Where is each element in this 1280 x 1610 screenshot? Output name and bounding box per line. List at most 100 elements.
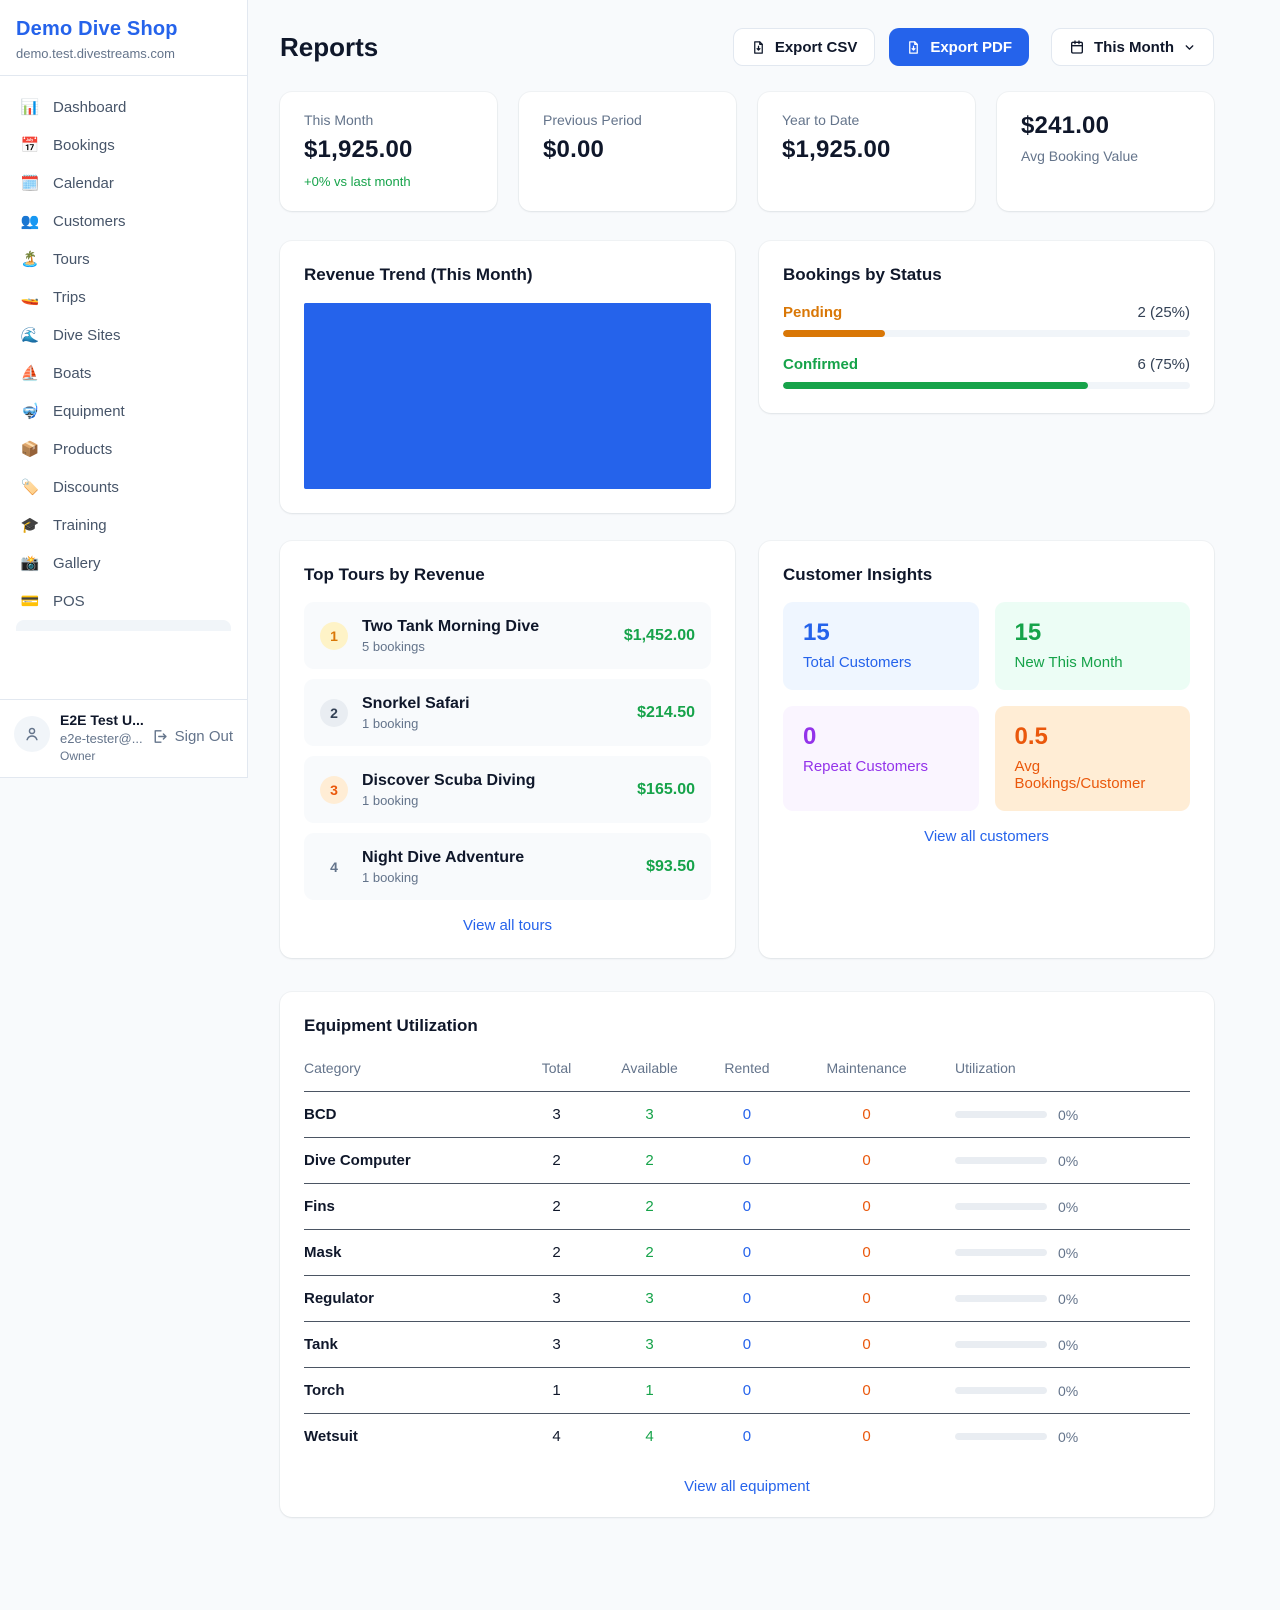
- customers-icon: 👥: [20, 213, 40, 230]
- tour-list: 1 Two Tank Morning Dive 5 bookings $1,45…: [304, 602, 711, 900]
- view-all-equipment-link[interactable]: View all equipment: [684, 1478, 810, 1495]
- tour-row: 4 Night Dive Adventure 1 booking $93.50: [304, 833, 711, 900]
- tour-amount: $165.00: [637, 780, 695, 798]
- cell-available: 1: [605, 1367, 694, 1414]
- cell-utilization: 0%: [933, 1367, 1190, 1414]
- export-csv-label: Export CSV: [774, 38, 858, 56]
- mid-row: Top Tours by Revenue 1 Two Tank Morning …: [280, 541, 1214, 958]
- cell-maintenance: 0: [800, 1137, 934, 1184]
- status-label: Pending: [783, 304, 843, 321]
- table-row: Torch 1 1 0 0 0%: [304, 1367, 1190, 1414]
- export-pdf-label: Export PDF: [930, 38, 1013, 56]
- tile-repeat-customers: 0 Repeat Customers: [783, 706, 979, 811]
- cell-utilization: 0%: [933, 1275, 1190, 1322]
- cell-total: 2: [507, 1137, 606, 1184]
- sidebar-item-customers[interactable]: 👥 Customers: [8, 202, 239, 240]
- cell-total: 3: [507, 1321, 606, 1368]
- sidebar-item-pos[interactable]: 💳 POS: [8, 582, 239, 620]
- logout-icon: [154, 730, 167, 743]
- stat-value: $241.00: [1021, 112, 1110, 139]
- stat-value: $1,925.00: [304, 136, 413, 163]
- file-download-icon: [909, 40, 919, 54]
- sidebar-item-label: Gallery: [53, 554, 101, 572]
- page-title: Reports: [280, 31, 379, 62]
- insight-tiles: 15 Total Customers 15 New This Month 0 R…: [783, 602, 1190, 811]
- sidebar-item-gallery[interactable]: 📸 Gallery: [8, 544, 239, 582]
- sidebar-item-dashboard[interactable]: 📊 Dashboard: [8, 88, 239, 126]
- graduation-cap-icon: 🎓: [20, 517, 40, 534]
- page-header: Reports Export CSV Export PDF This Month: [280, 28, 1214, 66]
- tour-bookings: 1 booking: [362, 792, 419, 808]
- status-row-confirmed: Confirmed 6 (75%): [783, 356, 1190, 389]
- table-row: Mask 2 2 0 0 0%: [304, 1229, 1190, 1276]
- sidebar-item-tours[interactable]: 🏝️ Tours: [8, 240, 239, 278]
- tile-label: Avg Bookings/Customer: [1014, 758, 1146, 792]
- cell-category: Tank: [304, 1321, 508, 1368]
- customer-insights-title: Customer Insights: [783, 565, 933, 584]
- cell-category: Fins: [304, 1183, 508, 1230]
- sidebar-header: Demo Dive Shop demo.test.divestreams.com: [0, 0, 247, 76]
- shop-name: Demo Dive Shop: [16, 18, 178, 40]
- cell-rented: 0: [693, 1183, 801, 1230]
- file-download-icon: [753, 40, 763, 54]
- period-select[interactable]: This Month: [1051, 28, 1214, 66]
- tour-name: Discover Scuba Diving: [362, 771, 536, 789]
- cell-maintenance: 0: [800, 1321, 934, 1368]
- table-row: Tank 3 3 0 0 0%: [304, 1321, 1190, 1368]
- charts-row: Revenue Trend (This Month) Bookings by S…: [280, 241, 1214, 513]
- cell-total: 3: [507, 1275, 606, 1322]
- tour-name: Night Dive Adventure: [362, 848, 525, 866]
- sidebar-item-equipment[interactable]: 🤿 Equipment: [8, 392, 239, 430]
- sidebar-item-label: Products: [53, 440, 113, 458]
- cell-category: Wetsuit: [304, 1428, 358, 1445]
- cell-utilization: 0%: [933, 1091, 1190, 1138]
- sidebar-item-products[interactable]: 📦 Products: [8, 430, 239, 468]
- sidebar-nav: 📊 Dashboard 📅 Bookings 🗓️ Calendar 👥 Custome…: [0, 76, 247, 699]
- cell-rented: 0: [693, 1137, 801, 1184]
- tile-avg-bookings: 0.5 Avg Bookings/Customer: [994, 706, 1190, 811]
- sidebar-item-dive-sites[interactable]: 🌊 Dive Sites: [8, 316, 239, 354]
- tile-label: New This Month: [1014, 654, 1123, 671]
- stat-value: $0.00: [543, 136, 605, 163]
- package-icon: 📦: [20, 441, 40, 458]
- sidebar-item-boats[interactable]: ⛵ Boats: [8, 354, 239, 392]
- export-csv-button[interactable]: Export CSV: [732, 28, 876, 66]
- cell-total: 3: [507, 1091, 606, 1138]
- calendar-icon: [1071, 40, 1084, 54]
- view-all-tours-link[interactable]: View all tours: [463, 917, 552, 934]
- bookings-by-status-card: Bookings by Status Pending 2 (25%) Confi…: [759, 241, 1214, 413]
- stat-label: Previous Period: [543, 112, 642, 128]
- sidebar-item-calendar[interactable]: 🗓️ Calendar: [8, 164, 239, 202]
- cell-total: 1: [507, 1367, 606, 1414]
- sidebar-item-partial: [16, 620, 231, 631]
- sidebar-item-training[interactable]: 🎓 Training: [8, 506, 239, 544]
- utilization-bar: [955, 1157, 1048, 1164]
- status-bar-fill: [783, 330, 885, 337]
- col-header-available: Available: [605, 1050, 694, 1092]
- sailboat-icon: ⛵: [20, 365, 40, 382]
- cell-utilization: 0%: [933, 1321, 1190, 1368]
- credit-card-icon: 💳: [20, 593, 40, 610]
- tour-bookings: 5 bookings: [362, 638, 425, 654]
- rank-badge: 3: [320, 775, 348, 804]
- sidebar-item-label: Dive Sites: [53, 326, 121, 344]
- sidebar-item-bookings[interactable]: 📅 Bookings: [8, 126, 239, 164]
- utilization-value: 0%: [1058, 1244, 1079, 1261]
- sidebar-item-label: Dashboard: [53, 98, 127, 116]
- tour-bookings: 1 booking: [362, 869, 419, 885]
- user-name: E2E Test U...: [60, 712, 144, 728]
- equipment-table: Category Total Available Rented Maintena…: [304, 1050, 1190, 1461]
- sidebar-item-discounts[interactable]: 🏷️ Discounts: [8, 468, 239, 506]
- sidebar-user-section: E2E Test U... e2e-tester@... Owner Sign …: [0, 699, 247, 777]
- sidebar-item-trips[interactable]: 🚤 Trips: [8, 278, 239, 316]
- table-row: BCD 3 3 0 0 0%: [304, 1091, 1190, 1138]
- customer-insights-card: Customer Insights 15 Total Customers 15 …: [759, 541, 1214, 958]
- cell-total: 4: [552, 1428, 561, 1445]
- top-tours-title: Top Tours by Revenue: [304, 565, 485, 584]
- col-header-category: Category: [304, 1050, 508, 1092]
- view-all-customers-link[interactable]: View all customers: [924, 828, 1049, 845]
- export-pdf-button[interactable]: Export PDF: [889, 28, 1030, 66]
- status-label: Confirmed: [783, 356, 858, 373]
- sign-out-button[interactable]: Sign Out: [151, 728, 233, 745]
- utilization-value: 0%: [1058, 1428, 1079, 1445]
